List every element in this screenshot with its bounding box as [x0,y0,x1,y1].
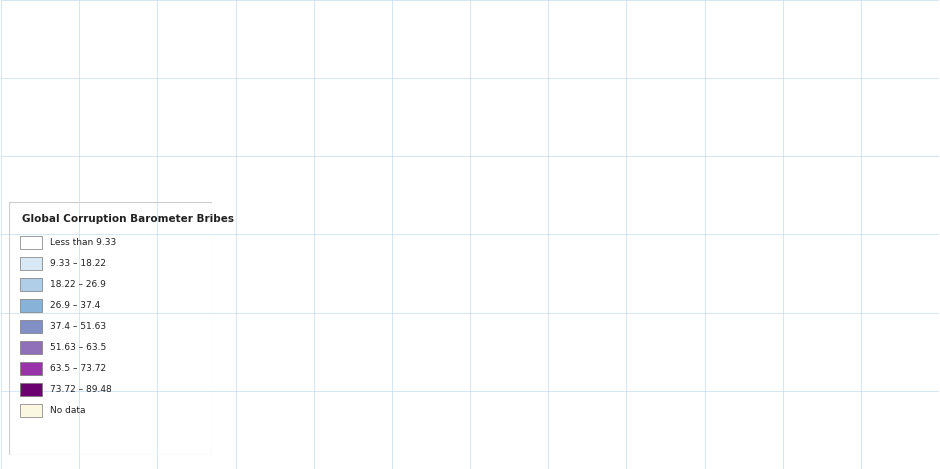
Bar [20,257,41,270]
Text: 18.22 – 26.9: 18.22 – 26.9 [50,280,105,289]
Text: Global Corruption Barometer Bribes: Global Corruption Barometer Bribes [22,214,233,224]
Bar [20,278,41,291]
Text: 73.72 – 89.48: 73.72 – 89.48 [50,385,112,394]
Text: 51.63 – 63.5: 51.63 – 63.5 [50,343,106,352]
Bar [20,404,41,417]
Text: No data: No data [50,406,86,415]
Bar [20,235,41,249]
Text: 63.5 – 73.72: 63.5 – 73.72 [50,364,106,373]
Bar [20,320,41,333]
Bar [20,362,41,375]
Text: 37.4 – 51.63: 37.4 – 51.63 [50,322,106,331]
Text: 26.9 – 37.4: 26.9 – 37.4 [50,301,100,310]
Bar [20,383,41,396]
Text: Less than 9.33: Less than 9.33 [50,238,116,247]
Bar [20,340,41,354]
Text: 9.33 – 18.22: 9.33 – 18.22 [50,259,106,268]
Bar [20,299,41,312]
